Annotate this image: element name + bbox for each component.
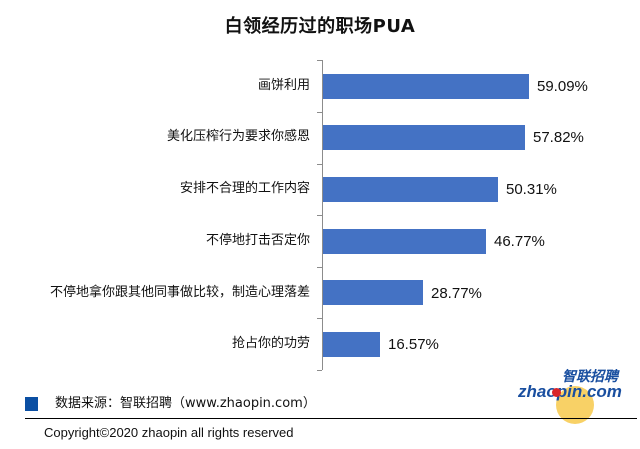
bar bbox=[323, 125, 525, 150]
category-label: 抢占你的功劳 bbox=[231, 336, 310, 351]
logo-sun-icon bbox=[556, 386, 594, 424]
logo-cn-text: 智联招聘 bbox=[562, 369, 618, 385]
value-label: 16.57% bbox=[388, 336, 439, 353]
bar bbox=[323, 74, 529, 99]
axis-tick bbox=[317, 112, 322, 113]
bar bbox=[323, 229, 486, 254]
y-axis-line bbox=[322, 60, 323, 370]
axis-tick bbox=[317, 267, 322, 268]
value-label: 57.82% bbox=[533, 129, 584, 146]
category-label: 不停地打击否定你 bbox=[205, 233, 310, 248]
axis-tick bbox=[317, 164, 322, 165]
category-label: 画饼利用 bbox=[257, 78, 310, 93]
value-label: 28.77% bbox=[431, 285, 482, 302]
axis-tick bbox=[317, 318, 322, 319]
logo-en-text: zhaopin.com bbox=[518, 382, 622, 401]
zhaopin-logo: 智联招聘 zhaopin.com bbox=[510, 366, 630, 424]
footer-divider bbox=[25, 418, 637, 419]
source-marker-icon bbox=[25, 397, 38, 411]
bar bbox=[323, 332, 380, 357]
value-label: 46.77% bbox=[494, 233, 545, 250]
axis-tick bbox=[317, 215, 322, 216]
category-label: 美化压榨行为要求你感恩 bbox=[166, 129, 310, 144]
axis-tick bbox=[317, 370, 322, 371]
axis-tick bbox=[317, 60, 322, 61]
value-label: 50.31% bbox=[506, 181, 557, 198]
category-label: 安排不合理的工作内容 bbox=[179, 181, 310, 196]
category-label: 不停地拿你跟其他同事做比较，制造心理落差 bbox=[49, 285, 310, 300]
data-source: 数据来源：智联招聘（www.zhaopin.com） bbox=[55, 396, 316, 411]
bar bbox=[323, 280, 423, 305]
bar bbox=[323, 177, 498, 202]
value-label: 59.09% bbox=[537, 78, 588, 95]
logo-ball-icon bbox=[552, 388, 561, 397]
copyright: Copyright©2020 zhaopin all rights reserv… bbox=[44, 425, 294, 440]
chart-title: 白领经历过的职场PUA bbox=[224, 16, 416, 37]
